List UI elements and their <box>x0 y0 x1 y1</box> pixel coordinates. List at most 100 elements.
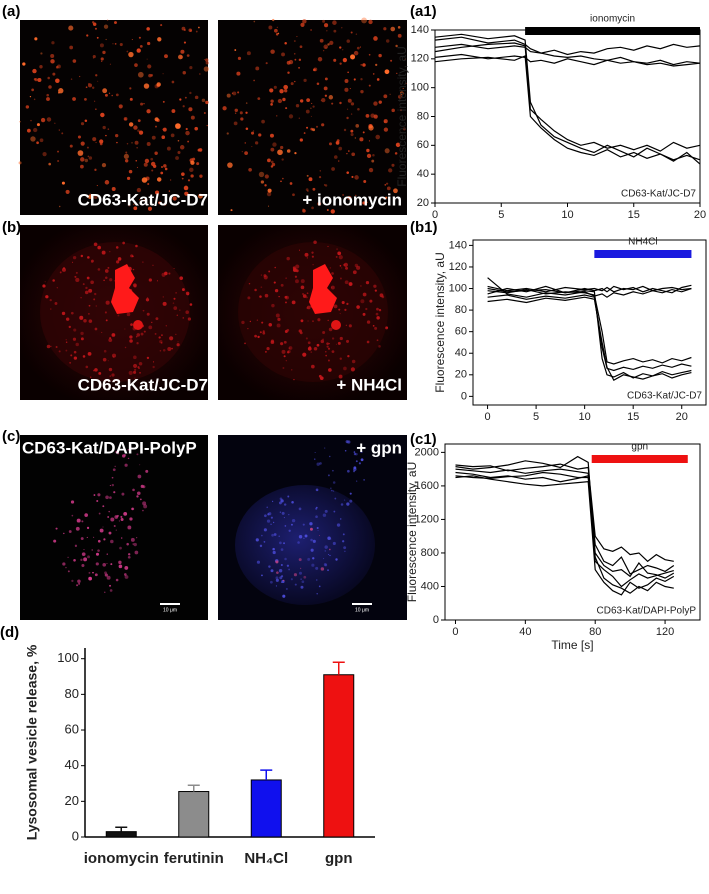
speckle <box>62 267 66 270</box>
speckle <box>33 127 38 133</box>
speckle <box>132 543 134 545</box>
speckle <box>118 520 120 522</box>
speckle <box>142 261 144 263</box>
speckle <box>152 264 154 266</box>
speckle <box>349 492 352 495</box>
speckle <box>179 276 184 280</box>
speckle <box>177 341 179 343</box>
speckle <box>366 340 370 344</box>
speckle <box>288 568 291 571</box>
speckle <box>331 350 335 353</box>
speckle <box>50 308 52 310</box>
y-tick-label: 80 <box>417 110 429 122</box>
speckle <box>356 265 361 270</box>
speckle <box>161 135 166 140</box>
speckle <box>52 279 55 282</box>
speckle <box>55 65 59 69</box>
speckle <box>369 299 373 303</box>
speckle <box>138 361 143 366</box>
speckle <box>349 499 353 503</box>
trace <box>434 42 701 152</box>
speckle <box>272 142 277 147</box>
speckle <box>278 501 282 505</box>
speckle <box>248 283 251 285</box>
speckle <box>350 102 355 106</box>
speckle <box>231 92 234 94</box>
speckle <box>102 50 106 55</box>
speckle <box>346 116 349 120</box>
speckle <box>94 327 98 331</box>
speckle <box>251 146 253 148</box>
y-tick-label: 400 <box>421 580 439 592</box>
speckle <box>284 301 287 304</box>
speckle <box>274 28 278 33</box>
speckle <box>121 537 123 539</box>
note: CD63-Kat/JC-D7 <box>627 391 702 402</box>
y-tick-label: 40 <box>455 347 467 359</box>
speckle <box>352 270 357 275</box>
speckle <box>68 25 74 31</box>
speckle <box>80 558 83 562</box>
speckle <box>186 54 190 57</box>
speckle <box>279 511 282 513</box>
speckle <box>33 98 36 101</box>
speckle <box>307 557 311 561</box>
speckle <box>288 529 291 532</box>
speckle <box>322 331 326 335</box>
speckle <box>314 458 316 460</box>
speckle <box>266 519 271 523</box>
speckle <box>306 174 309 177</box>
speckle <box>107 266 110 269</box>
speckle <box>187 317 192 321</box>
plot-frame <box>444 443 701 621</box>
speckle <box>129 339 133 343</box>
speckle <box>139 372 141 374</box>
speckle <box>338 255 343 260</box>
x-tick-label: 15 <box>627 411 639 423</box>
speckle <box>282 367 285 369</box>
speckle <box>150 157 154 161</box>
speckle <box>128 204 131 207</box>
speckle <box>349 88 351 90</box>
micrograph <box>20 435 208 620</box>
speckle <box>327 319 329 322</box>
speckle <box>132 488 135 492</box>
speckle <box>130 323 133 326</box>
speckle <box>366 148 370 153</box>
cell <box>40 242 190 382</box>
speckle <box>350 31 353 34</box>
speckle <box>61 267 66 272</box>
speckle <box>277 32 280 35</box>
speckle <box>179 145 185 150</box>
speckle <box>138 36 141 39</box>
y-tick-label: 60 <box>455 326 467 338</box>
speckle <box>275 560 279 564</box>
speckle <box>294 275 298 278</box>
speckle <box>324 563 328 567</box>
speckle <box>146 58 148 60</box>
speckle <box>303 78 307 82</box>
speckle <box>328 95 334 100</box>
blob <box>133 320 143 330</box>
speckle <box>109 484 112 487</box>
speckle <box>308 177 313 182</box>
speckle <box>253 130 255 132</box>
speckle <box>288 59 294 65</box>
speckle <box>334 497 337 500</box>
speckle <box>339 518 342 520</box>
speckle <box>312 264 314 266</box>
speckle <box>88 571 91 574</box>
speckle <box>316 462 320 466</box>
speckle <box>129 97 133 101</box>
speckle <box>302 19 307 24</box>
speckle <box>103 279 105 282</box>
speckle <box>128 370 133 375</box>
speckle <box>46 344 51 349</box>
speckle <box>317 318 321 322</box>
speckle <box>176 343 180 347</box>
speckle <box>405 82 407 85</box>
speckle <box>332 469 334 472</box>
speckle <box>129 517 133 521</box>
speckle <box>280 563 283 567</box>
speckle <box>32 68 37 74</box>
